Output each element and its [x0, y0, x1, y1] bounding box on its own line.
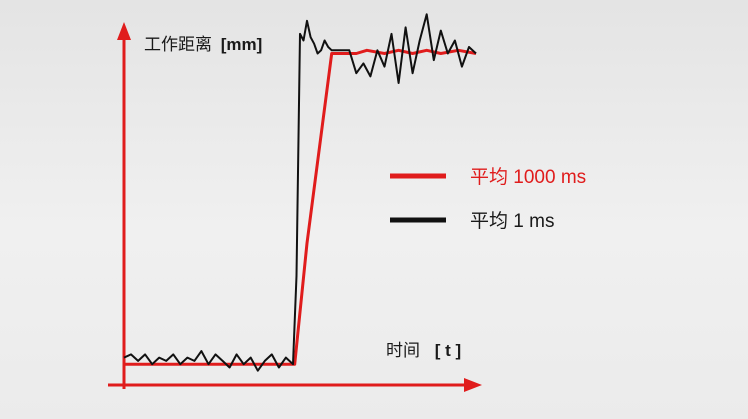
legend: 平均 1000 ms 平均 1 ms — [390, 166, 586, 232]
x-axis-arrowhead — [464, 378, 482, 392]
series-line-avg-1000 — [124, 48, 477, 366]
plot-area — [123, 13, 477, 372]
y-axis-label: 工作距离 [mm] — [144, 35, 262, 54]
y-axis-label-text: 工作距离 — [144, 35, 212, 54]
legend-label-avg-1000: 平均 1000 ms — [470, 166, 586, 188]
y-axis-arrowhead — [117, 22, 131, 40]
x-axis-unit: [ t ] — [435, 341, 461, 360]
legend-label-avg-1: 平均 1 ms — [470, 210, 554, 232]
y-axis-unit: [mm] — [221, 35, 263, 54]
series-line-avg-1 — [123, 13, 477, 372]
x-axis-label-text: 时间 — [386, 341, 420, 360]
x-axis-label: 时间 [ t ] — [386, 341, 461, 360]
